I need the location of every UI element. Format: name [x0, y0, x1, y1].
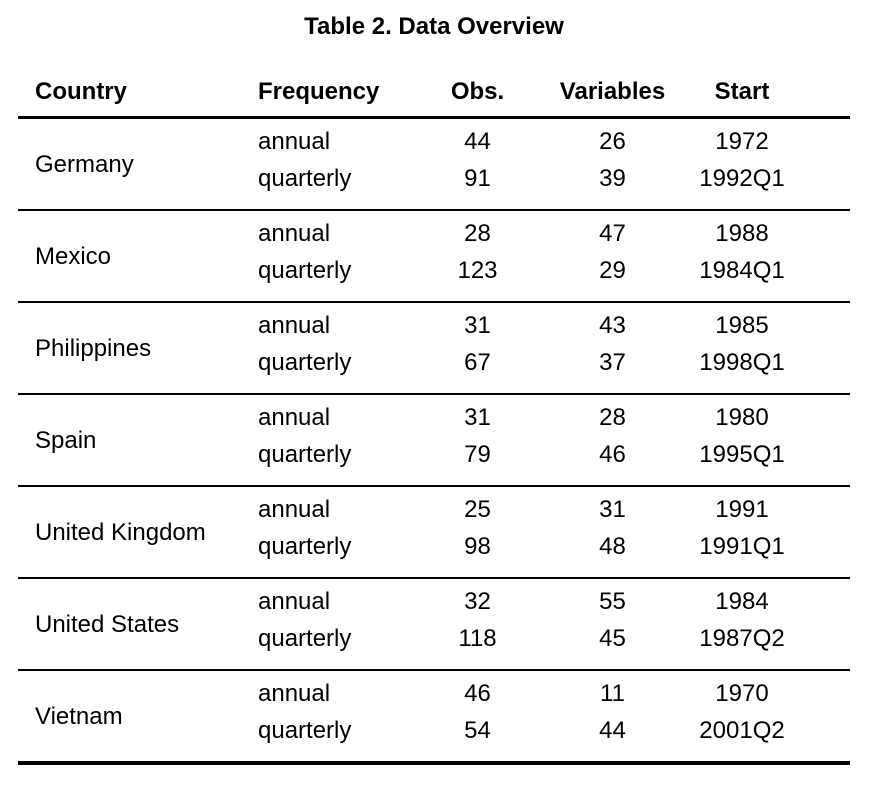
obs-cell: 31 — [464, 404, 491, 431]
variables-cell: 11 — [600, 680, 625, 707]
obs-cell: 25 — [464, 496, 491, 523]
obs-cell: 46 — [464, 680, 491, 707]
table-header: Country Frequency Obs. Variables Start — [18, 62, 850, 118]
frequency-cell: annual — [258, 680, 331, 707]
table-row: Germany annual 44 26 1972 — [18, 118, 850, 178]
country-group-vietnam: Vietnam annual 46 11 1970 quarterly 54 4… — [18, 670, 850, 763]
obs-cell: 91 — [464, 165, 491, 192]
frequency-cell: annual — [258, 312, 331, 339]
header-country: Country — [35, 78, 127, 105]
frequency-cell: annual — [258, 128, 331, 155]
country-cell: Mexico — [35, 242, 112, 270]
frequency-cell: quarterly — [258, 533, 352, 560]
table-row: quarterly 67 37 1998Q1 — [18, 344, 850, 394]
variables-cell: 29 — [599, 257, 626, 284]
frequency-cell: quarterly — [258, 165, 352, 192]
variables-cell: 39 — [599, 165, 626, 192]
start-cell: 1988 — [715, 220, 769, 247]
start-cell: 1972 — [715, 128, 769, 155]
variables-cell: 45 — [599, 625, 626, 652]
header-variables: Variables — [559, 78, 666, 105]
table-row: Vietnam annual 46 11 1970 — [18, 670, 850, 730]
frequency-cell: quarterly — [258, 441, 352, 468]
obs-cell: 67 — [464, 349, 491, 376]
obs-cell: 32 — [464, 588, 491, 615]
header-start: Start — [714, 78, 770, 105]
country-cell: Vietnam — [35, 702, 123, 730]
obs-cell: 28 — [464, 220, 491, 247]
variables-cell: 44 — [599, 717, 626, 744]
header-row: Country Frequency Obs. Variables Start — [18, 62, 850, 118]
table-row: United Kingdom annual 25 31 1991 — [18, 486, 850, 546]
table-row: quarterly 91 39 1992Q1 — [18, 160, 850, 210]
country-group-united-states: United States annual 32 55 1984 quarterl… — [18, 578, 850, 670]
start-cell: 1992Q1 — [699, 165, 785, 192]
country-cell: United States — [35, 610, 180, 638]
start-cell: 1984Q1 — [699, 257, 785, 284]
start-cell: 1995Q1 — [699, 441, 785, 468]
variables-cell: 55 — [599, 588, 626, 615]
country-cell: Spain — [35, 426, 97, 454]
start-cell: 1991 — [715, 496, 769, 523]
frequency-cell: quarterly — [258, 625, 352, 652]
table-row: Philippines annual 31 43 1985 — [18, 302, 850, 362]
frequency-cell: annual — [258, 220, 331, 247]
frequency-cell: quarterly — [258, 257, 352, 284]
start-cell: 1970 — [715, 680, 769, 707]
country-group-united-kingdom: United Kingdom annual 25 31 1991 quarter… — [18, 486, 850, 578]
start-cell: 1985 — [715, 312, 769, 339]
variables-cell: 31 — [599, 496, 626, 523]
table-row: quarterly 54 44 2001Q2 — [18, 712, 850, 763]
frequency-cell: quarterly — [258, 717, 352, 744]
start-cell: 1998Q1 — [699, 349, 785, 376]
obs-cell: 54 — [464, 717, 491, 744]
country-cell: Philippines — [35, 334, 152, 362]
start-cell: 2001Q2 — [699, 717, 785, 744]
obs-cell: 98 — [464, 533, 491, 560]
table-row: quarterly 79 46 1995Q1 — [18, 436, 850, 486]
table-row: Spain annual 31 28 1980 — [18, 394, 850, 454]
header-obs: Obs. — [450, 78, 505, 105]
country-group-philippines: Philippines annual 31 43 1985 quarterly … — [18, 302, 850, 394]
data-overview-table: Country Frequency Obs. Variables Start G… — [18, 62, 850, 765]
table-row: quarterly 98 48 1991Q1 — [18, 528, 850, 578]
obs-cell: 44 — [464, 128, 491, 155]
frequency-cell: quarterly — [258, 349, 352, 376]
frequency-cell: annual — [258, 496, 331, 523]
table-row: United States annual 32 55 1984 — [18, 578, 850, 638]
frequency-cell: annual — [258, 404, 331, 431]
obs-cell: 123 — [457, 257, 498, 284]
variables-cell: 26 — [599, 128, 626, 155]
table-row: quarterly 123 29 1984Q1 — [18, 252, 850, 302]
table-title: Table 2. Data Overview — [304, 13, 564, 40]
obs-cell: 118 — [458, 625, 497, 652]
country-group-mexico: Mexico annual 28 47 1988 quarterly 123 2… — [18, 210, 850, 302]
obs-cell: 31 — [464, 312, 491, 339]
variables-cell: 46 — [599, 441, 626, 468]
table-row: quarterly 118 45 1987Q2 — [18, 620, 850, 670]
country-group-spain: Spain annual 31 28 1980 quarterly 79 46 … — [18, 394, 850, 486]
start-cell: 1991Q1 — [699, 533, 785, 560]
variables-cell: 37 — [599, 349, 626, 376]
start-cell: 1987Q2 — [699, 625, 785, 652]
frequency-cell: annual — [258, 588, 331, 615]
start-cell: 1980 — [715, 404, 769, 431]
variables-cell: 43 — [599, 312, 626, 339]
table-row: Mexico annual 28 47 1988 — [18, 210, 850, 270]
obs-cell: 79 — [464, 441, 491, 468]
start-cell: 1984 — [715, 588, 769, 615]
variables-cell: 28 — [599, 404, 626, 431]
header-frequency: Frequency — [258, 78, 380, 105]
country-group-germany: Germany annual 44 26 1972 quarterly 91 3… — [18, 118, 850, 210]
country-cell: Germany — [35, 150, 134, 178]
variables-cell: 47 — [599, 220, 626, 247]
variables-cell: 48 — [599, 533, 626, 560]
country-cell: United Kingdom — [35, 518, 206, 546]
